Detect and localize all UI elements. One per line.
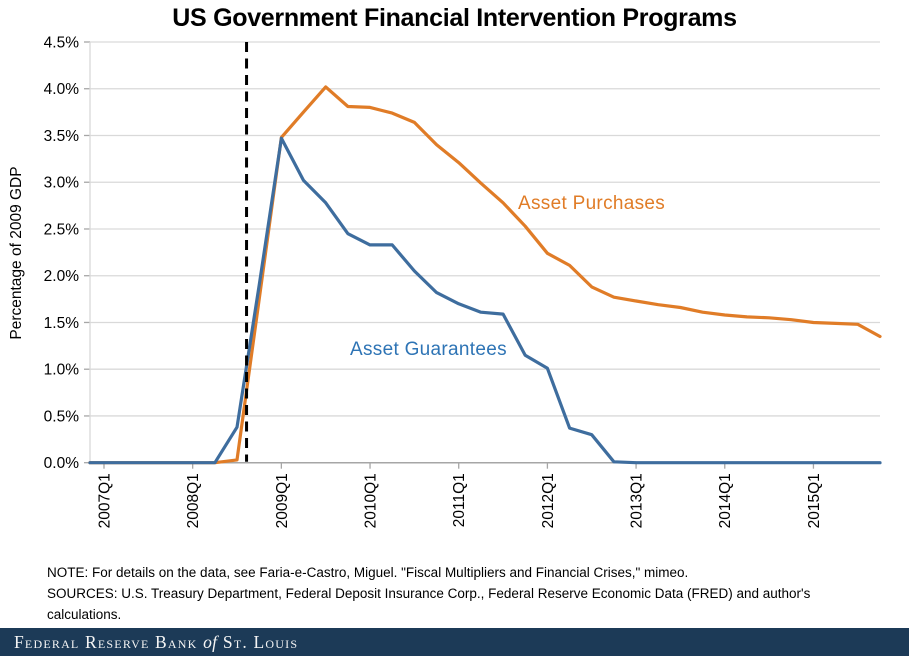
footer-bank-pre: Federal Reserve Bank — [14, 631, 198, 652]
footer-bank-name: Federal Reserve Bank of St. Louis — [14, 632, 298, 653]
footer-bar: Federal Reserve Bank of St. Louis — [0, 628, 909, 656]
y-tick-label: 2.0% — [44, 268, 80, 285]
x-tick-label: 2014Q1 — [717, 473, 734, 528]
y-tick-label: 4.5% — [44, 35, 80, 52]
sources-line: SOURCES: U.S. Treasury Department, Feder… — [47, 586, 811, 622]
y-tick-label: 3.5% — [44, 128, 80, 145]
x-tick-label: 2009Q1 — [274, 473, 291, 528]
y-tick-label: 3.0% — [44, 175, 80, 192]
footer-bank-post: St. Louis — [222, 631, 299, 652]
footer-bank-of: of — [203, 631, 218, 652]
y-tick-label: 2.5% — [44, 221, 80, 238]
x-tick-label: 2008Q1 — [185, 473, 202, 528]
x-tick-label: 2015Q1 — [806, 473, 823, 528]
y-tick-label: 0.0% — [44, 455, 80, 472]
x-tick-label: 2013Q1 — [629, 473, 646, 528]
y-tick-label: 1.0% — [44, 362, 80, 379]
x-tick-label: 2012Q1 — [540, 473, 557, 528]
x-tick-label: 2007Q1 — [97, 473, 114, 528]
x-tick-label: 2011Q1 — [451, 473, 468, 527]
chart-title: US Government Financial Intervention Pro… — [172, 4, 737, 32]
note-line: NOTE: For details on the data, see Faria… — [47, 565, 689, 580]
series-label-asset-guarantees: Asset Guarantees — [350, 339, 507, 360]
y-tick-label: 4.0% — [44, 81, 80, 98]
series-line-asset-purchases — [88, 85, 882, 465]
y-tick-label: 0.5% — [44, 408, 80, 425]
x-tick-label: 2010Q1 — [363, 473, 380, 528]
series-label-asset-purchases: Asset Purchases — [518, 193, 665, 214]
series-line-asset-guarantees — [88, 136, 882, 465]
notes-block: NOTE: For details on the data, see Faria… — [47, 562, 867, 625]
y-tick-label: 1.5% — [44, 315, 80, 332]
plot-area: 0.0% 0.5% 1.0% 1.5% 2.0% 2.5% 3.0% 3.5% 4.0% 4.5%… — [44, 35, 882, 528]
